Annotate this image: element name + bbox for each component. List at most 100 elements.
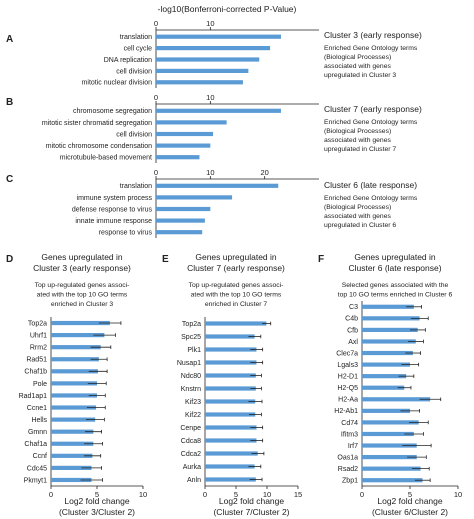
- gene-label: Cenpe: [180, 425, 201, 432]
- gene-label: Hells: [31, 417, 47, 424]
- bar: [362, 408, 410, 413]
- bar: [156, 46, 271, 51]
- bar: [51, 345, 101, 350]
- gene-label: H2-Aa: [338, 397, 358, 404]
- bar: [156, 230, 203, 235]
- category-label: mitotic sister chromatid segregation: [42, 120, 152, 127]
- bar: [51, 465, 92, 470]
- gene-label: Zbp1: [342, 478, 358, 485]
- x-tick-label: 5: [95, 490, 99, 499]
- bar: [362, 478, 423, 483]
- gene-label: Pkmyt1: [24, 477, 47, 484]
- panel-title-line: Cluster 6 (late response): [348, 263, 441, 273]
- cluster-description-line: Enriched Gene Ontology terms: [324, 195, 418, 202]
- gene-label: Aurka: [183, 464, 201, 471]
- panel-title-line: Cluster 3 (early response): [33, 263, 131, 273]
- bar: [156, 108, 281, 113]
- gene-label: H2-Ab1: [334, 408, 358, 415]
- gene-label: Irf7: [348, 443, 358, 450]
- bar: [362, 350, 413, 356]
- panel-letter: D: [6, 254, 13, 265]
- bar: [51, 369, 98, 374]
- x-tick-label: 10: [206, 19, 214, 28]
- bar: [362, 362, 410, 367]
- category-label: cell division: [116, 131, 152, 138]
- x-tick-label: 10: [454, 490, 462, 499]
- gene-label: Ndc80: [181, 373, 201, 380]
- panel-subtitle-line: Selected genes associated with the: [342, 282, 449, 289]
- bar: [156, 80, 243, 85]
- x-tick-label: 10: [139, 490, 147, 499]
- category-label: mitotic nuclear division: [82, 80, 153, 87]
- gene-label: Anln: [187, 477, 201, 484]
- global-axis-title: -log10(Bonferroni-corrected P-Value): [158, 4, 297, 14]
- x-tick-label: 10: [263, 490, 271, 499]
- panel-subtitle-line: ated with the top 10 GO terms: [191, 292, 282, 299]
- bar: [362, 339, 416, 344]
- gene-label: Ccne1: [27, 405, 47, 412]
- category-label: translation: [120, 183, 152, 190]
- bar: [205, 412, 256, 417]
- x-axis-label-line: Log2 fold change: [64, 496, 129, 506]
- x-tick-label: 0: [154, 168, 158, 177]
- gene-label: Ccnf: [33, 453, 47, 460]
- bar: [156, 206, 211, 212]
- bar: [205, 360, 257, 365]
- gene-label: Oas1a: [337, 454, 358, 461]
- panel-subtitle-line: Top up-regulated genes associ-: [189, 282, 284, 289]
- gene-label: Cdc45: [27, 465, 47, 472]
- panel-b: B 0 10 chromosome segregation mitotic sister…: [6, 93, 422, 163]
- gene-label: Top2a: [182, 321, 201, 328]
- panel-subtitle-line: enriched in Cluster 7: [205, 301, 268, 308]
- bar: [205, 399, 256, 404]
- bar: [205, 425, 257, 430]
- bar: [51, 357, 99, 362]
- panel-letter: E: [162, 254, 169, 265]
- cluster-description-line: Enriched Gene Ontology terms: [324, 45, 418, 52]
- bar: [156, 57, 260, 62]
- category-label: mitotic chromosome condensation: [46, 143, 152, 150]
- gene-label: Lgals3: [337, 362, 358, 369]
- bar: [362, 397, 431, 402]
- panel-letter: C: [6, 174, 13, 185]
- panel-a: A 0 10 translation cell cycle DNA replication…: [6, 19, 422, 88]
- gene-label: Plk1: [187, 347, 201, 354]
- cluster-description-line: Enriched Gene Ontology terms: [324, 119, 418, 126]
- category-label: response to virus: [99, 230, 153, 237]
- x-tick-label: 0: [154, 93, 158, 102]
- x-tick-label: 0: [49, 490, 53, 499]
- bar: [362, 420, 419, 425]
- x-tick-label: 5: [234, 490, 238, 499]
- gene-label: Knstrn: [181, 386, 201, 393]
- gene-label: Cdca2: [181, 451, 201, 458]
- bar: [156, 120, 227, 125]
- cluster-title: Cluster 7 (early response): [324, 104, 422, 114]
- bar: [362, 374, 407, 379]
- panel-c: C 0 10 20 translation immune system process de…: [6, 168, 418, 238]
- gene-label: Top2a: [28, 320, 47, 327]
- x-tick-label: 10: [206, 168, 214, 177]
- bar: [362, 304, 414, 309]
- bar: [205, 451, 258, 456]
- cluster-description-line: upregulated in Cluster 3: [324, 72, 396, 79]
- bar: [51, 393, 97, 398]
- panel-title-line: Genes upregulated in: [354, 252, 436, 262]
- bar: [156, 195, 233, 200]
- panel-title-line: Cluster 7 (early response): [187, 263, 285, 273]
- category-label: defense response to virus: [72, 206, 153, 213]
- bar: [205, 334, 255, 339]
- bar: [156, 183, 279, 188]
- bar: [51, 441, 94, 446]
- panel-letter: A: [6, 34, 13, 45]
- x-axis-label-line: Log2 fold change: [377, 496, 442, 506]
- bar: [51, 417, 96, 422]
- gene-label: Rad51: [26, 357, 47, 364]
- bar: [156, 218, 205, 223]
- gene-label: Clec7a: [336, 350, 358, 357]
- gene-label: C3: [349, 304, 358, 311]
- x-axis-label-line: (Cluster 6/Cluster 2): [372, 507, 448, 517]
